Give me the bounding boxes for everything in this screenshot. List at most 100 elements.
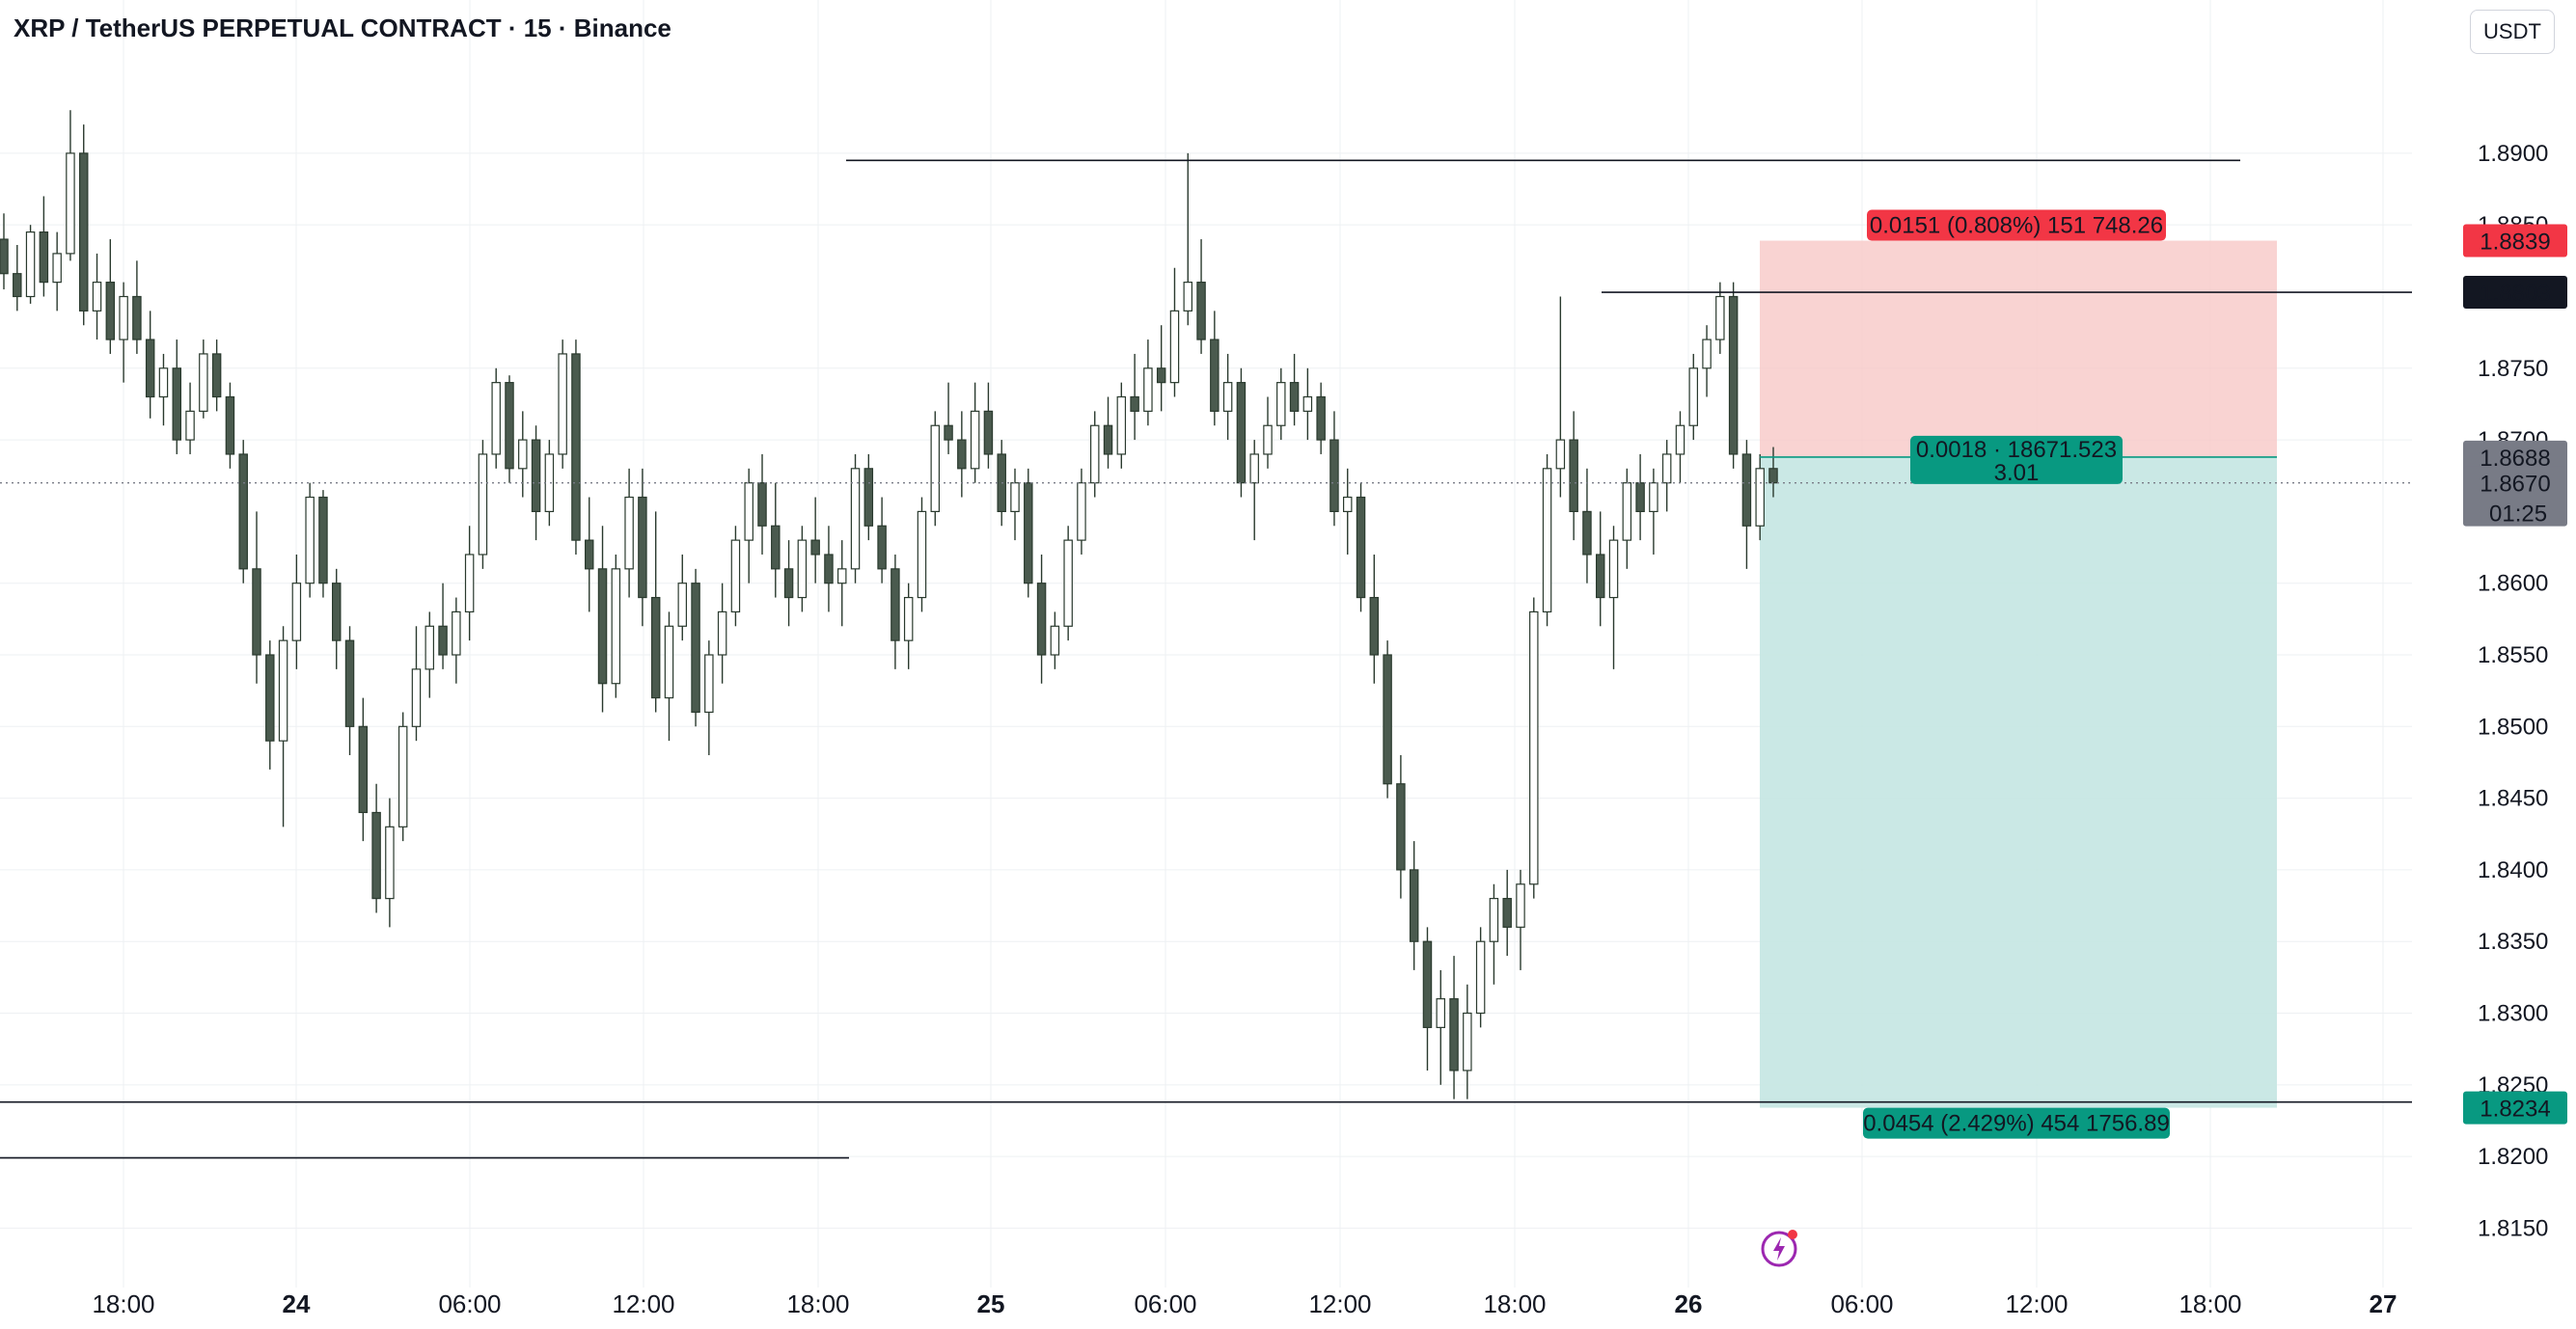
candle <box>1263 396 1273 469</box>
candle <box>1302 367 1313 441</box>
candle <box>877 497 887 583</box>
candle-body-up <box>1010 482 1020 512</box>
candle <box>1329 411 1339 527</box>
candle-body-down <box>783 568 794 599</box>
stop-price-tag-box <box>2463 224 2567 258</box>
candle-body-down <box>1383 654 1392 785</box>
x-tick-label: 18:00 <box>2179 1289 2241 1318</box>
candle-body-down <box>863 468 874 527</box>
candle-body-up <box>1516 883 1525 928</box>
candle-body-up <box>1063 539 1073 627</box>
candle <box>891 554 900 669</box>
candle <box>318 490 328 598</box>
x-tick-label: 25 <box>977 1289 1005 1318</box>
lightning-icon[interactable] <box>1761 1227 1801 1267</box>
y-tick-label: 1.8300 <box>2478 1001 2548 1027</box>
candle-body-up <box>1529 610 1539 885</box>
candle <box>1675 411 1685 483</box>
x-tick-label: 12:00 <box>612 1289 674 1318</box>
candle <box>265 640 275 770</box>
stop-label-box <box>1867 209 2166 241</box>
candle-body-up <box>717 610 727 656</box>
candle <box>1249 440 1259 541</box>
candle-body-up <box>1555 439 1566 470</box>
candle <box>238 440 248 583</box>
candle <box>1156 325 1166 412</box>
candle <box>903 583 914 669</box>
candle-body-up <box>199 353 208 412</box>
x-tick-label: 12:00 <box>2005 1289 2068 1318</box>
x-tick-label: 26 <box>1675 1289 1703 1318</box>
candle-body-up <box>704 654 714 714</box>
target-label: 0.0454 (2.429%) 454 1756.89 <box>1863 1107 2170 1139</box>
candle <box>1236 367 1247 498</box>
candle <box>970 382 980 483</box>
candle-body-down <box>584 539 594 570</box>
currency-button[interactable]: USDT <box>2470 10 2555 54</box>
candle <box>132 260 142 354</box>
candle-body-up <box>1249 453 1259 484</box>
candle <box>105 239 116 354</box>
candle <box>185 382 195 454</box>
y-tick-label: 1.8600 <box>2478 571 2548 597</box>
candle <box>1542 453 1552 627</box>
candle-body-up <box>1463 1012 1472 1071</box>
candle <box>1463 984 1472 1099</box>
candle <box>78 124 89 326</box>
candle-body-down <box>1569 439 1578 512</box>
candle-body-down <box>891 568 900 641</box>
candle-body-up <box>278 639 288 742</box>
candle <box>1741 440 1752 569</box>
candle <box>1063 526 1073 641</box>
candle <box>611 554 621 698</box>
y-tick-label: 1.8900 <box>2478 141 2548 167</box>
candle-body-up <box>452 610 461 656</box>
candle <box>1688 353 1699 441</box>
candle-body-down <box>1289 382 1300 412</box>
candle <box>797 526 808 612</box>
candle <box>199 339 208 419</box>
candle <box>677 554 688 641</box>
candle <box>944 382 953 454</box>
candle-body-down <box>371 811 381 900</box>
candle-body-down <box>757 482 767 527</box>
y-tick-label: 1.8350 <box>2478 929 2548 955</box>
candle <box>1222 353 1233 441</box>
candle <box>558 339 567 469</box>
candle <box>1077 468 1086 555</box>
chart-title: XRP / TetherUS PERPETUAL CONTRACT · 15 ·… <box>14 14 671 42</box>
candle-body-up <box>185 410 195 441</box>
candle <box>1502 869 1512 957</box>
y-tick-label: 1.8550 <box>2478 642 2548 668</box>
candle-body-down <box>1396 783 1406 871</box>
candle <box>824 526 834 612</box>
candle <box>1595 511 1605 627</box>
candle <box>145 311 155 419</box>
candle-body-down <box>1449 998 1459 1071</box>
candle-body-down <box>1582 510 1592 556</box>
candle <box>438 583 448 669</box>
candle-body-up <box>1675 424 1685 455</box>
candle-body-down <box>1329 439 1339 512</box>
candle <box>252 511 261 684</box>
candle-body-up <box>836 568 847 584</box>
candle <box>664 611 674 742</box>
candle <box>52 231 62 312</box>
candle-body-down <box>531 439 541 512</box>
candle <box>478 440 488 569</box>
candle <box>291 554 302 669</box>
candle-body-down <box>1595 554 1605 599</box>
stop-price-tag-text: 1.8839 <box>2480 230 2550 256</box>
candle-body-down <box>1741 453 1752 527</box>
candle-body-down <box>650 596 661 699</box>
candle <box>1661 440 1672 512</box>
candle <box>850 453 861 583</box>
candle <box>1728 282 1739 469</box>
candle <box>917 497 927 612</box>
x-tick-label: 18:00 <box>786 1289 849 1318</box>
candle-body-down <box>78 152 89 312</box>
candle <box>1050 611 1060 669</box>
candle <box>810 497 820 583</box>
candle <box>1702 325 1712 397</box>
